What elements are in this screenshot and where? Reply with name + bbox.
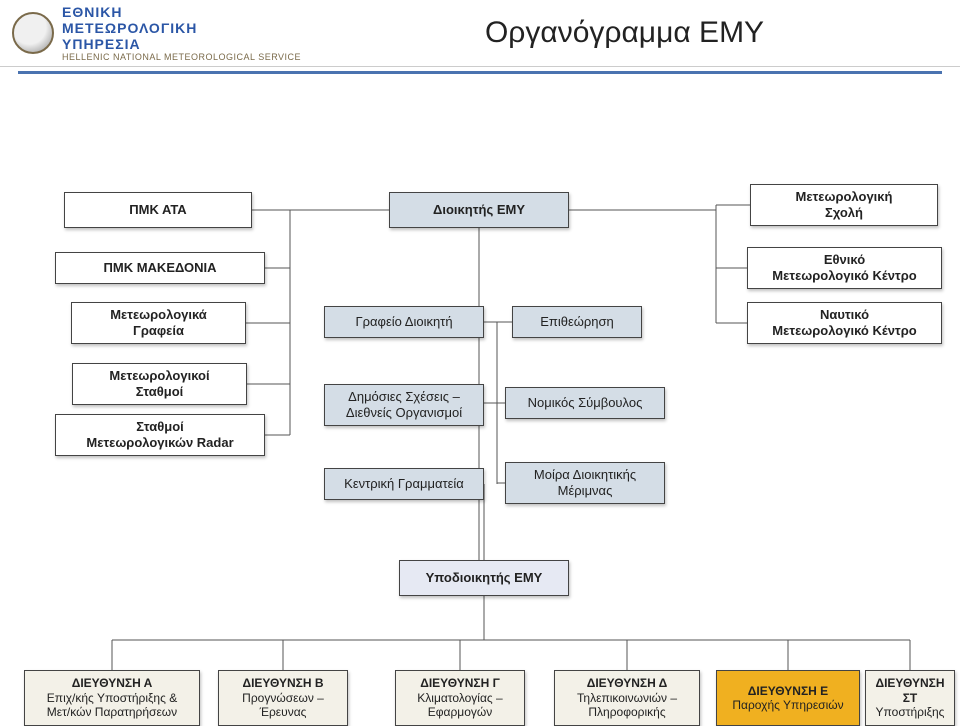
node-epitheorisi: Επιθεώρηση [512,306,642,338]
node-dir-a: ΔΙΕΥΘΥΝΣΗ ΑΕπιχ/κής Υποστήριξης &Μετ/κών… [24,670,200,726]
node-label: Επιθεώρηση [540,314,614,330]
node-dir-e: ΔΙΕΥΘΥΝΣΗ ΕΠαροχής Υπηρεσιών [716,670,860,726]
node-label: Μετεωρολογικά [110,307,207,323]
node-label: Γραφεία [133,323,184,339]
node-label: Κλιματολογίας – [417,691,502,705]
node-label: Παροχής Υπηρεσιών [732,698,843,712]
node-label: Μετεωρολογικοί [109,368,209,384]
node-label: Σταθμοί [136,384,184,400]
node-label: ΔΙΕΥΘΥΝΣΗ Α [72,676,153,690]
node-label: Υποδιοικητής ΕΜΥ [426,570,543,586]
page-title: Οργανόγραμμα ΕΜΥ [301,16,948,50]
node-pmk-mak: ΠΜΚ ΜΑΚΕΔΟΝΙΑ [55,252,265,284]
node-dimosies: Δημόσιες Σχέσεις –Διεθνείς Οργανισμοί [324,384,484,426]
logo-line1: ΕΘΝΙΚΗ [62,4,301,20]
node-label: ΔΙΕΥΘΥΝΣΗ Δ [587,676,668,690]
node-dir-c: ΔΙΕΥΘΥΝΣΗ ΓΚλιματολογίας –Εφαρμογών [395,670,525,726]
node-label: Μέριμνας [558,483,613,499]
node-label: Υποστήριξης [876,705,945,719]
node-label: ΔΙΕΥΘΥΝΣΗ Ε [748,684,828,698]
node-label: Προγνώσεων – [242,691,324,705]
node-label: ΠΜΚ ΜΑΚΕΔΟΝΙΑ [104,260,217,276]
node-label: Διοικητής ΕΜΥ [433,202,525,218]
node-label: ΔΙΕΥΘΥΝΣΗ Β [242,676,323,690]
node-label: Έρευνας [260,705,307,719]
node-dir-d: ΔΙΕΥΘΥΝΣΗ ΔΤηλεπικοινωνιών –Πληροφορικής [554,670,700,726]
logo-line2: ΜΕΤΕΩΡΟΛΟΓΙΚΗ [62,20,301,36]
node-scholi: ΜετεωρολογικήΣχολή [750,184,938,226]
node-stathmoi: ΜετεωρολογικοίΣταθμοί [72,363,247,405]
node-label: Μετεωρολογική [796,189,893,205]
node-label: ΔΙΕΥΘΥΝΣΗ ΣΤ [872,676,948,705]
node-moira: Μοίρα ΔιοικητικήςΜέριμνας [505,462,665,504]
logo-icon [12,12,54,54]
node-nomikos: Νομικός Σύμβουλος [505,387,665,419]
node-label: Μετεωρολογικό Κέντρο [772,323,916,339]
node-label: Σχολή [825,205,863,221]
node-ypodioikitis: Υποδιοικητής ΕΜΥ [399,560,569,596]
node-grafeio-dioik: Γραφείο Διοικητή [324,306,484,338]
node-label: Επιχ/κής Υποστήριξης & [47,691,177,705]
node-label: Πληροφορικής [588,705,665,719]
node-grammateia: Κεντρική Γραμματεία [324,468,484,500]
node-label: Τηλεπικοινωνιών – [577,691,677,705]
node-label: Γραφείο Διοικητή [355,314,452,330]
node-label: Εφαρμογών [428,705,493,719]
node-label: Κεντρική Γραμματεία [344,476,464,492]
node-label: ΔΙΕΥΘΥΝΣΗ Γ [420,676,500,690]
node-dioikitis: Διοικητής ΕΜΥ [389,192,569,228]
node-label: Νομικός Σύμβουλος [528,395,643,411]
node-label: Μετεωρολογικό Κέντρο [772,268,916,284]
org-chart: ΠΜΚ ΑΤΑ Διοικητής ΕΜΥ ΜετεωρολογικήΣχολή ΠΜ… [0,74,960,724]
node-label: Μετ/κών Παρατηρήσεων [47,705,177,719]
node-label: ΠΜΚ ΑΤΑ [129,202,186,218]
node-dir-b: ΔΙΕΥΘΥΝΣΗ ΒΠρογνώσεων –Έρευνας [218,670,348,726]
node-pmk-ata: ΠΜΚ ΑΤΑ [64,192,252,228]
logo-line3: ΥΠΗΡΕΣΙΑ [62,36,301,52]
header: ΕΘΝΙΚΗ ΜΕΤΕΩΡΟΛΟΓΙΚΗ ΥΠΗΡΕΣΙΑ HELLENIC N… [0,0,960,67]
node-label: Εθνικό [824,252,865,268]
node-radar: ΣταθμοίΜετεωρολογικών Radar [55,414,265,456]
logo-line-en: HELLENIC NATIONAL METEOROLOGICAL SERVICE [62,52,301,62]
node-naftiko: ΝαυτικόΜετεωρολογικό Κέντρο [747,302,942,344]
node-label: Ναυτικό [820,307,869,323]
node-label: Μετεωρολογικών Radar [86,435,233,451]
node-dir-st: ΔΙΕΥΘΥΝΣΗ ΣΤΥποστήριξης [865,670,955,726]
logo-text: ΕΘΝΙΚΗ ΜΕΤΕΩΡΟΛΟΓΙΚΗ ΥΠΗΡΕΣΙΑ HELLENIC N… [62,4,301,62]
node-label: Δημόσιες Σχέσεις – [348,389,460,405]
node-eth-kentro: ΕθνικόΜετεωρολογικό Κέντρο [747,247,942,289]
node-label: Μοίρα Διοικητικής [534,467,636,483]
node-label: Διεθνείς Οργανισμοί [346,405,462,421]
node-label: Σταθμοί [136,419,184,435]
node-grafeia: ΜετεωρολογικάΓραφεία [71,302,246,344]
